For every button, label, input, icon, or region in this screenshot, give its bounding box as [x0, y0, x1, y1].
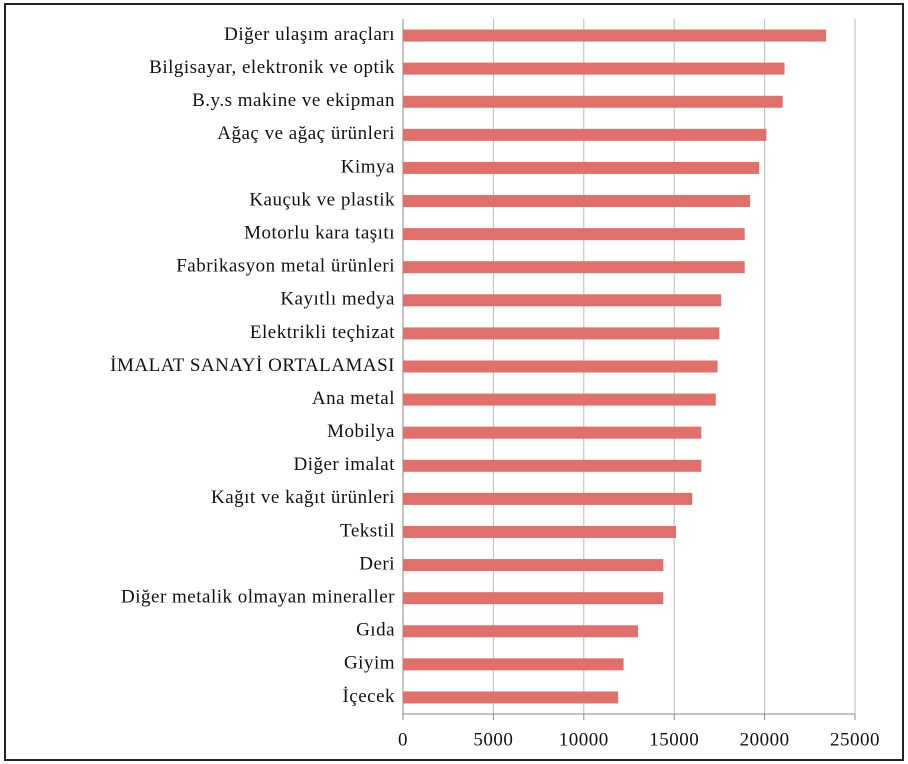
y-tick-label: İçecek: [342, 686, 395, 707]
bar: [403, 459, 702, 472]
bar: [403, 691, 619, 704]
bar: [403, 128, 767, 141]
bar: [403, 261, 745, 274]
bar: [403, 327, 720, 340]
bar: [403, 360, 718, 373]
bar: [403, 294, 722, 307]
chart-frame: [4, 3, 904, 761]
bar: [403, 195, 751, 208]
y-tick-label: Deri: [359, 553, 395, 574]
y-tick-label: Motorlu kara taşıtı: [244, 222, 395, 243]
y-tick-label: Kağıt ve kağıt ürünleri: [211, 487, 395, 508]
bar: [403, 29, 827, 42]
y-tick-label: Kayıtlı medya: [280, 289, 395, 310]
y-tick-label: Elektrikli teçhizat: [250, 322, 395, 343]
bar: [403, 426, 702, 439]
y-tick-label: Tekstil: [340, 520, 395, 541]
bar: [403, 161, 760, 174]
bar: [403, 625, 639, 638]
x-tick-label: 0: [398, 729, 408, 750]
y-tick-label: Diğer ulaşım araçları: [224, 24, 395, 45]
x-tick-label: 5000: [473, 729, 513, 750]
y-tick-label: Diğer imalat: [294, 454, 396, 475]
bar: [403, 658, 624, 671]
bar: [403, 62, 785, 75]
y-tick-label: Kauçuk ve plastik: [249, 189, 395, 210]
bar: [403, 393, 716, 406]
y-tick-label: B.y.s makine ve ekipman: [192, 90, 395, 111]
y-tick-label: Diğer metalik olmayan mineraller: [121, 587, 395, 608]
y-tick-label: Ağaç ve ağaç ürünleri: [217, 123, 395, 144]
y-tick-label: Bilgisayar, elektronik ve optik: [149, 57, 395, 78]
y-tick-label: İMALAT SANAYİ ORTALAMASI: [110, 355, 395, 376]
x-tick-label: 25000: [830, 729, 880, 750]
y-tick-label: Ana metal: [312, 388, 395, 409]
bar: [403, 228, 745, 241]
x-tick-label: 20000: [740, 729, 790, 750]
bar: [403, 559, 664, 572]
x-tick-label: 15000: [649, 729, 699, 750]
y-tick-label: Gıda: [356, 620, 395, 641]
bar: [403, 95, 783, 108]
bar: [403, 592, 664, 605]
x-tick-label: 10000: [559, 729, 609, 750]
y-tick-label: Kimya: [341, 156, 395, 177]
bar: [403, 492, 693, 505]
bar: [403, 525, 677, 538]
y-tick-label: Fabrikasyon metal ürünleri: [176, 256, 395, 277]
y-tick-label: Mobilya: [327, 421, 395, 442]
y-tick-label: Giyim: [344, 653, 395, 674]
